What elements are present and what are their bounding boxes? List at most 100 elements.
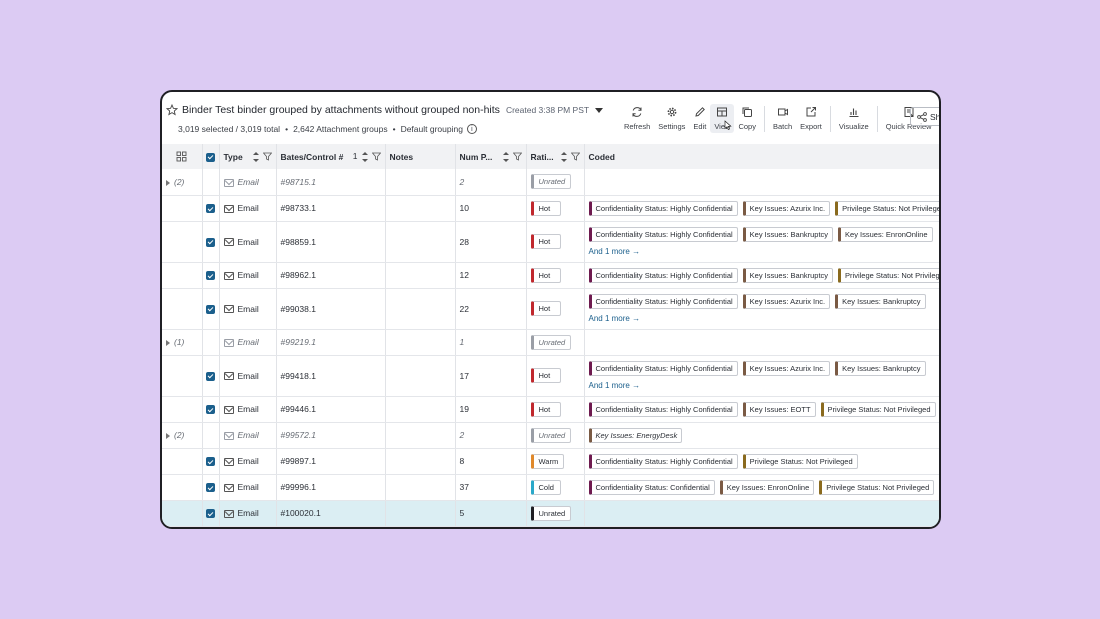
filter-icon[interactable] xyxy=(570,152,580,162)
bates-cell[interactable]: #98962.1 xyxy=(276,262,386,289)
share-icon xyxy=(917,111,927,122)
sort-icon[interactable] xyxy=(252,151,259,162)
bates-cell[interactable]: #98733.1 xyxy=(276,195,386,222)
num-pages-cell: 10 xyxy=(455,195,527,222)
page-title: Binder Test binder grouped by attachment… xyxy=(182,104,500,116)
bates-cell[interactable]: #99446.1 xyxy=(276,396,386,423)
bates-cell[interactable]: #99572.1 xyxy=(276,422,386,449)
coding-tag: Key Issues: Azurix Inc. xyxy=(742,200,831,216)
column-coded[interactable]: Coded xyxy=(584,144,939,169)
row-checkbox[interactable] xyxy=(205,204,215,214)
rating-badge[interactable]: Unrated xyxy=(530,427,572,443)
rating-badge[interactable]: Hot xyxy=(530,267,561,283)
settings-button[interactable]: Settings xyxy=(654,104,689,133)
column-notes[interactable]: Notes xyxy=(385,144,456,169)
coding-tag: Key Issues: EnronOnline xyxy=(838,227,933,242)
rating-badge[interactable]: Unrated xyxy=(530,334,572,350)
coded-cell: Confidentiality Status: Highly Confident… xyxy=(584,221,939,263)
table-row[interactable]: Email #98733.1 10 Hot Confidentiality Status… xyxy=(162,195,939,222)
bates-cell[interactable]: #99996.1 xyxy=(276,474,386,501)
sort-icon[interactable] xyxy=(560,151,567,162)
batch-button[interactable]: Batch xyxy=(769,104,796,133)
info-icon[interactable]: i xyxy=(466,124,477,134)
table-row[interactable]: Email #98962.1 12 Hot Confidentiality Status… xyxy=(162,262,939,289)
type-cell: Email xyxy=(219,195,277,222)
rating-badge[interactable]: Cold xyxy=(530,479,561,495)
chevron-right-icon[interactable] xyxy=(166,432,170,439)
edit-button[interactable]: Edit xyxy=(689,104,710,133)
sort-icon[interactable] xyxy=(361,151,368,162)
documents-table: Type Bates/Control # 1 Notes Num P... Rat… xyxy=(162,144,939,527)
rating-badge[interactable]: Hot xyxy=(530,301,561,316)
chevron-right-icon[interactable] xyxy=(166,179,170,186)
export-button[interactable]: Export xyxy=(796,104,826,133)
notes-cell xyxy=(385,195,456,222)
column-num-pages[interactable]: Num P... xyxy=(455,144,527,169)
table-row[interactable]: Email #100020.1 5 Unrated xyxy=(162,500,939,527)
table-row[interactable]: Email #99418.1 17 Hot Confidentiality Status… xyxy=(162,355,939,397)
group-row[interactable]: (2) Email #99572.1 2 Unrated Key Issues: Ener… xyxy=(162,422,939,449)
bates-cell[interactable]: #98859.1 xyxy=(276,221,386,263)
row-checkbox[interactable] xyxy=(205,483,215,493)
chevron-down-icon[interactable] xyxy=(595,107,604,113)
row-checkbox[interactable] xyxy=(205,371,215,381)
select-all-checkbox[interactable] xyxy=(205,152,215,162)
row-checkbox[interactable] xyxy=(205,237,215,247)
expand-cell xyxy=(162,448,203,475)
type-label: Email xyxy=(237,270,259,280)
documents-grid: Type Bates/Control # 1 Notes Num P... Rat… xyxy=(162,144,939,527)
row-checkbox[interactable] xyxy=(205,271,215,281)
rating-badge[interactable]: Warm xyxy=(530,453,565,469)
group-row[interactable]: (2) Email #98715.1 2 Unrated xyxy=(162,169,939,196)
rating-badge[interactable]: Unrated xyxy=(530,174,572,190)
rating-badge[interactable]: Hot xyxy=(530,401,561,417)
view-button[interactable]: View xyxy=(710,104,735,133)
rating-badge[interactable]: Hot xyxy=(530,234,561,249)
filter-icon[interactable] xyxy=(512,152,522,162)
grid-icon[interactable] xyxy=(176,151,187,162)
toolbar-divider xyxy=(829,106,831,132)
filter-icon[interactable] xyxy=(262,152,272,162)
bates-cell[interactable]: #99418.1 xyxy=(276,355,386,397)
share-button[interactable]: Sh xyxy=(910,107,939,126)
column-bates[interactable]: Bates/Control # 1 xyxy=(276,144,386,169)
table-row[interactable]: Email #99897.1 8 Warm Confidentiality Status… xyxy=(162,448,939,475)
refresh-button[interactable]: Refresh xyxy=(620,104,654,133)
bates-cell[interactable]: #98715.1 xyxy=(276,169,386,196)
type-cell: Email xyxy=(219,422,277,449)
rating-badge[interactable]: Hot xyxy=(530,200,561,216)
chevron-right-icon[interactable] xyxy=(166,339,170,346)
binder-window: Binder Test binder grouped by attachment… xyxy=(160,90,941,529)
notes-cell xyxy=(385,262,456,289)
bates-cell[interactable]: #99038.1 xyxy=(276,288,386,330)
filter-icon[interactable] xyxy=(371,152,381,162)
bates-cell[interactable]: #99219.1 xyxy=(276,329,386,356)
visualize-button[interactable]: Visualize xyxy=(835,104,873,133)
bates-cell[interactable]: #99897.1 xyxy=(276,448,386,475)
coding-tag: Key Issues: Bankruptcy xyxy=(742,267,834,283)
column-type[interactable]: Type xyxy=(219,144,277,169)
show-more-link[interactable]: And 1 more → xyxy=(588,381,641,390)
group-row[interactable]: (1) Email #99219.1 1 Unrated xyxy=(162,329,939,356)
type-cell: Email xyxy=(219,355,277,397)
star-icon[interactable] xyxy=(166,104,178,116)
rating-badge[interactable]: Hot xyxy=(530,368,561,383)
row-checkbox[interactable] xyxy=(205,304,215,314)
show-more-link[interactable]: And 1 more → xyxy=(588,247,641,256)
table-row[interactable]: Email #98859.1 28 Hot Confidentiality Status… xyxy=(162,221,939,263)
show-more-link[interactable]: And 1 more → xyxy=(588,314,641,323)
grouping-label[interactable]: Default grouping xyxy=(400,124,463,134)
table-row[interactable]: Email #99446.1 19 Hot Confidentiality Status… xyxy=(162,396,939,423)
expand-cell xyxy=(162,396,203,423)
row-checkbox[interactable] xyxy=(205,509,215,519)
rating-badge[interactable]: Unrated xyxy=(530,505,572,521)
coding-tag: Key Issues: EnronOnline xyxy=(719,479,815,495)
column-rating[interactable]: Rati... xyxy=(526,144,585,169)
sort-icon[interactable] xyxy=(502,151,509,162)
bates-cell[interactable]: #100020.1 xyxy=(276,500,386,527)
table-row[interactable]: Email #99996.1 37 Cold Confidentiality Statu… xyxy=(162,474,939,501)
copy-button[interactable]: Copy xyxy=(734,104,760,133)
table-row[interactable]: Email #99038.1 22 Hot Confidentiality Status… xyxy=(162,288,939,330)
row-checkbox[interactable] xyxy=(205,405,215,415)
row-checkbox[interactable] xyxy=(205,457,215,467)
